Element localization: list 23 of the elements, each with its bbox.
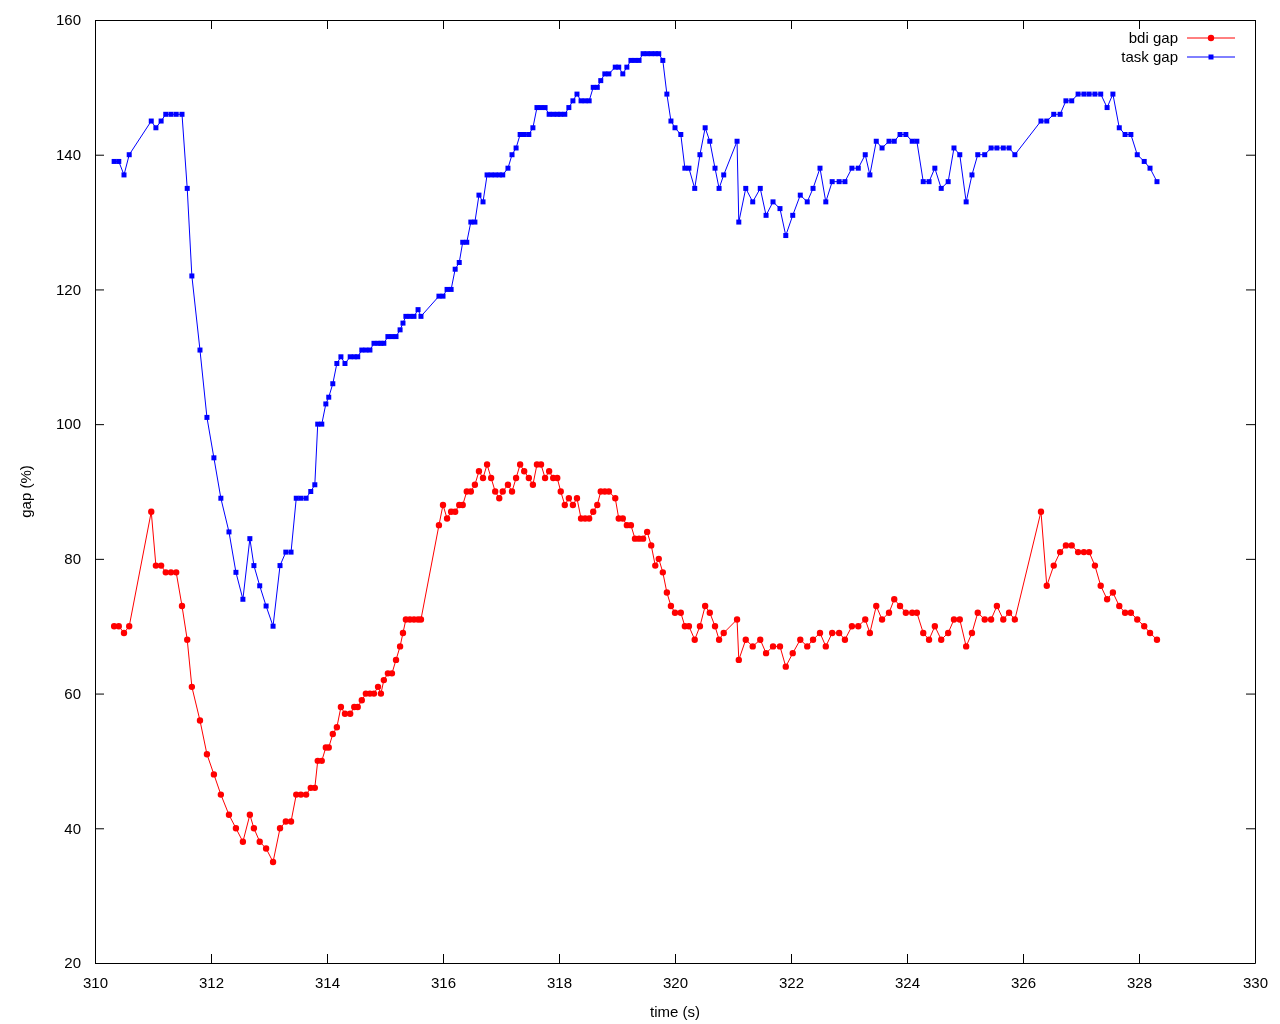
- legend-label: task gap: [1121, 48, 1178, 65]
- y-tick-label: 160: [55, 11, 81, 29]
- x-tick-label: 316: [430, 973, 457, 991]
- legend-label: bdi gap: [1128, 29, 1178, 46]
- x-tick-label: 326: [1010, 973, 1037, 991]
- x-tick-label: 324: [894, 973, 921, 991]
- x-tick-label: 312: [198, 973, 225, 991]
- y-tick-label: 20: [64, 954, 81, 972]
- y-tick-label: 40: [64, 819, 81, 837]
- x-tick-label: 330: [1242, 973, 1269, 991]
- x-tick-label: 318: [546, 973, 573, 991]
- x-tick-label: 328: [1126, 973, 1153, 991]
- x-tick-label: 310: [82, 973, 109, 991]
- x-tick-label: 320: [662, 973, 689, 991]
- x-axis-title: time (s): [650, 1003, 700, 1020]
- x-tick-label: 322: [778, 973, 805, 991]
- y-tick-label: 100: [55, 415, 81, 433]
- y-tick-label: 60: [64, 684, 81, 702]
- y-tick-label: 140: [55, 146, 81, 164]
- y-tick-label: 120: [55, 280, 81, 298]
- y-axis-title: gap (%): [17, 465, 34, 518]
- x-tick-label: 314: [314, 973, 341, 991]
- y-tick-label: 80: [64, 550, 81, 568]
